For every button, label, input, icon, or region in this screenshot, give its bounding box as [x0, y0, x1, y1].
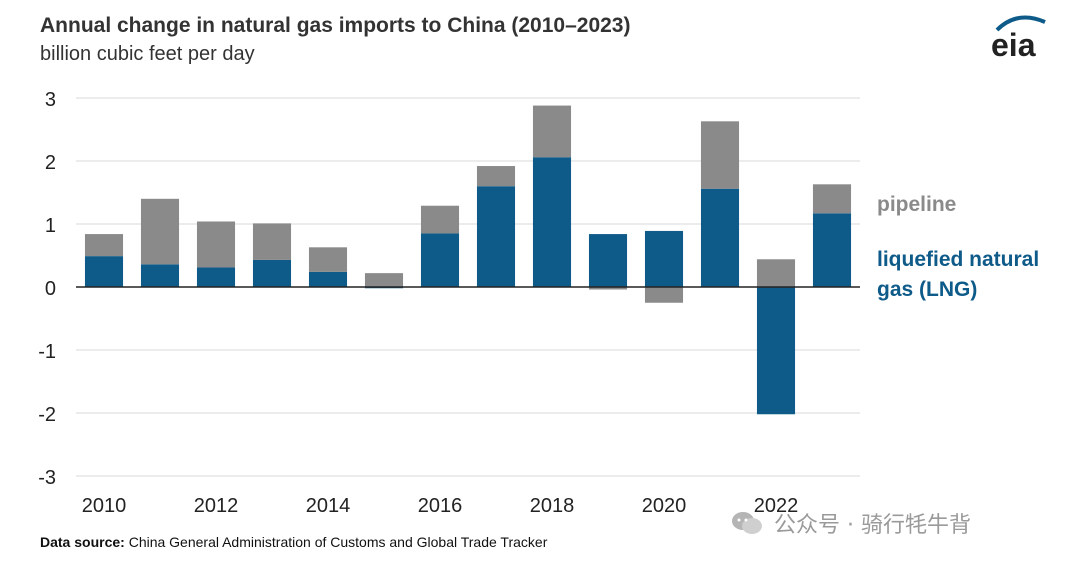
lng-bar [588, 234, 628, 287]
watermark: 公众号 · 骑行牦牛背 [730, 505, 1050, 541]
data-source: Data source: China General Administratio… [40, 534, 547, 550]
lng-bar [532, 157, 572, 287]
x-tick-label: 2014 [306, 495, 351, 517]
y-tick-label: 3 [45, 89, 56, 111]
lng-bar [812, 213, 852, 287]
source-label: Data source: [40, 534, 125, 550]
pipeline-bar [196, 221, 236, 268]
y-tick-label: -3 [38, 467, 56, 489]
lng-bar [756, 287, 796, 415]
chart-title: Annual change in natural gas imports to … [40, 14, 631, 37]
pipeline-bar [84, 234, 124, 257]
pipeline-bar [812, 184, 852, 214]
x-tick-label: 2022 [754, 495, 799, 517]
y-tick-label: -2 [38, 404, 56, 426]
eia-logo: eia [985, 10, 1055, 63]
y-tick-label: 0 [45, 278, 56, 300]
source-text: China General Administration of Customs … [128, 534, 548, 550]
lng-bar [140, 264, 180, 287]
lng-bar [196, 267, 236, 287]
x-tick-label: 2012 [194, 495, 239, 517]
pipeline-bar [364, 273, 404, 287]
legend-pipeline: pipeline [877, 193, 957, 216]
lng-bar [644, 230, 684, 287]
watermark-text: 公众号 · 骑行牦牛背 [774, 513, 971, 538]
lng-bar [420, 233, 460, 287]
x-tick-label: 2020 [642, 495, 687, 517]
chart-subtitle: billion cubic feet per day [40, 43, 255, 65]
x-tick-label: 2018 [530, 495, 575, 517]
y-tick-label: 2 [45, 152, 56, 174]
pipeline-bar [308, 247, 348, 272]
pipeline-bar [420, 205, 460, 234]
y-tick-label: -1 [38, 341, 56, 363]
pipeline-bar [252, 223, 292, 260]
x-tick-label: 2016 [418, 495, 463, 517]
lng-bar [252, 259, 292, 287]
wechat-icon [732, 512, 762, 534]
pipeline-bar [476, 166, 516, 187]
legend-lng: liquefied natural gas (LNG) [877, 248, 1040, 301]
lng-bar [700, 188, 740, 287]
lng-bar [308, 271, 348, 287]
pipeline-bar [700, 121, 740, 189]
pipeline-bar [756, 259, 796, 287]
lng-bar [84, 256, 124, 287]
pipeline-bar [644, 287, 684, 303]
logo-arc [995, 15, 1046, 32]
y-tick-label: 1 [45, 215, 56, 237]
x-tick-label: 2010 [82, 495, 127, 517]
logo-text: eia [991, 27, 1036, 62]
pipeline-bar [588, 287, 628, 290]
pipeline-bar [532, 105, 572, 158]
lng-bar [476, 186, 516, 287]
pipeline-bar [140, 198, 180, 265]
